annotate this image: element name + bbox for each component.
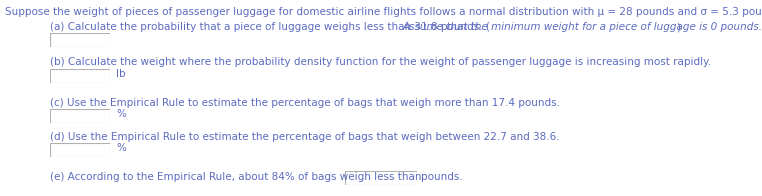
Text: Assume that the minimum weight for a piece of luggage is 0 pounds.: Assume that the minimum weight for a pie… [403, 22, 762, 32]
Text: (d) Use the Empirical Rule to estimate the percentage of bags that weigh between: (d) Use the Empirical Rule to estimate t… [50, 132, 559, 142]
Text: ): ) [677, 22, 680, 32]
Text: %: % [116, 109, 126, 119]
Text: pounds.: pounds. [421, 172, 463, 182]
Text: (a) Calculate the probability that a piece of luggage weighs less than 31.8 poun: (a) Calculate the probability that a pie… [50, 22, 490, 32]
Text: %: % [116, 143, 126, 153]
Text: (c) Use the Empirical Rule to estimate the percentage of bags that weigh more th: (c) Use the Empirical Rule to estimate t… [50, 98, 560, 108]
Text: (b) Calculate the weight where the probability density function for the weight o: (b) Calculate the weight where the proba… [50, 57, 711, 67]
Text: (e) According to the Empirical Rule, about 84% of bags weigh less than: (e) According to the Empirical Rule, abo… [50, 172, 421, 182]
Text: lb: lb [116, 69, 126, 79]
Text: Suppose the weight of pieces of passenger luggage for domestic airline flights f: Suppose the weight of pieces of passenge… [5, 7, 762, 17]
